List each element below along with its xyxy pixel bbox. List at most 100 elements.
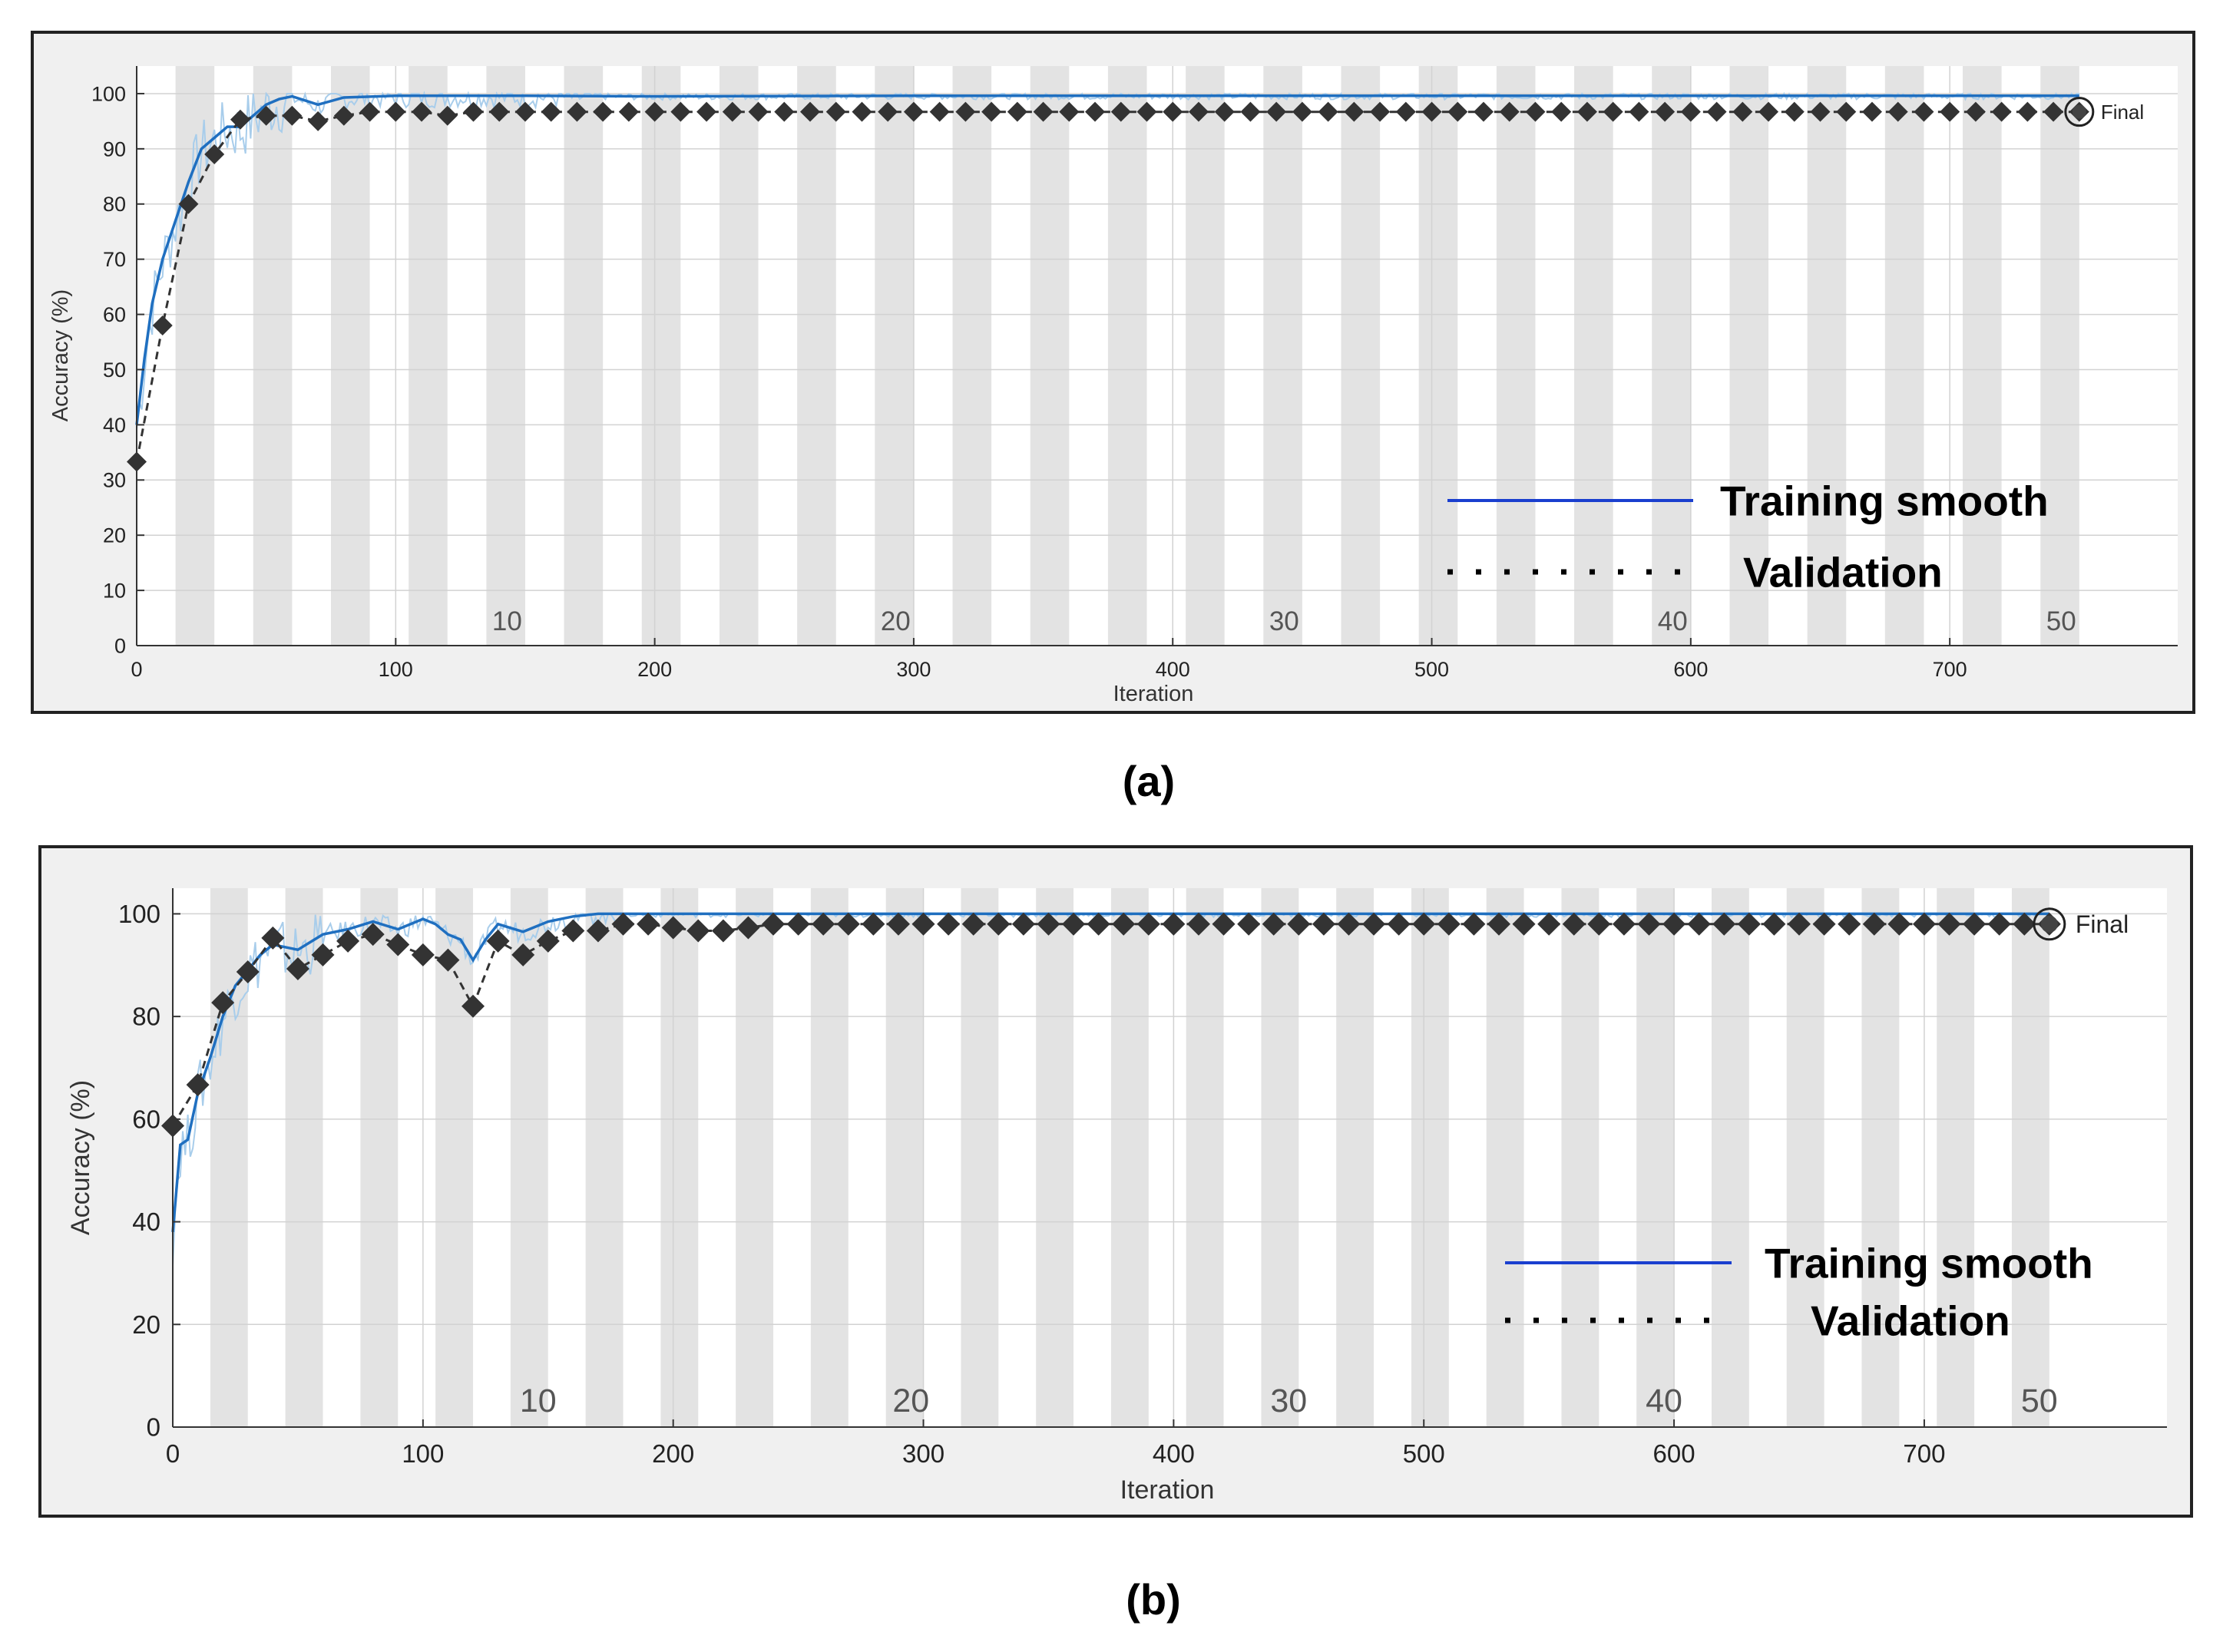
validation-point — [230, 109, 250, 130]
validation-point — [1963, 912, 1987, 936]
epoch-shade-30 — [1261, 888, 1299, 1427]
chart-a-ticks: 0 100 200 300 400 500 600 700 0 10 20 30 40 50 60 70 80 9… — [91, 82, 1967, 681]
validation-point — [152, 315, 173, 335]
validation-point — [1887, 912, 1911, 936]
validation-point — [937, 912, 961, 936]
epoch-shade-12 — [585, 888, 624, 1427]
validation-point — [1136, 912, 1160, 936]
validation-point — [261, 926, 285, 950]
epoch-shade-16 — [736, 888, 774, 1427]
epoch-shade-26 — [1107, 66, 1147, 646]
epoch-shade-48 — [1937, 888, 1975, 1427]
epoch-label: 40 — [1646, 1383, 1682, 1419]
x-tick-label: 500 — [1403, 1439, 1445, 1468]
x-tick-label: 0 — [166, 1439, 180, 1468]
validation-point — [1562, 912, 1586, 936]
validation-point — [1395, 101, 1416, 122]
validation-point — [878, 101, 898, 122]
epoch-shade-40 — [1652, 66, 1691, 646]
validation-point — [711, 919, 735, 943]
y-tick-label: 0 — [114, 634, 126, 657]
epoch-shade-36 — [1486, 888, 1524, 1427]
epoch-shade-32 — [1336, 888, 1375, 1427]
validation-point — [1987, 912, 2011, 936]
validation-point — [386, 933, 410, 957]
validation-point — [1587, 912, 1611, 936]
validation-point — [661, 916, 685, 940]
validation-point — [1059, 101, 1080, 122]
validation-point — [618, 101, 639, 122]
chart-b-ticks: 0 100 200 300 400 500 600 700 0 20 40 60 80 100 — [118, 900, 1946, 1468]
y-tick-label: 70 — [103, 248, 126, 271]
validation-point — [722, 101, 743, 122]
epoch-shade-46 — [1861, 888, 1900, 1427]
validation-point — [1861, 101, 1882, 122]
validation-point — [929, 101, 950, 122]
legend-validation-label: Validation — [1743, 548, 1943, 596]
epoch-shade-38 — [1561, 888, 1599, 1427]
validation-point — [1037, 912, 1060, 936]
validation-point — [361, 923, 385, 947]
epoch-shade-22 — [952, 66, 992, 646]
validation-point — [1447, 101, 1468, 122]
epoch-shade-44 — [1786, 888, 1824, 1427]
validation-point — [567, 101, 587, 122]
epoch-shade-18 — [810, 888, 849, 1427]
y-tick-label: 20 — [103, 524, 126, 547]
validation-point — [1991, 101, 2012, 122]
epoch-label: 10 — [492, 606, 522, 636]
validation-point — [1287, 912, 1311, 936]
validation-point — [1240, 101, 1261, 122]
validation-point — [1912, 912, 1936, 936]
epoch-shade-34 — [1418, 66, 1458, 646]
validation-point — [1603, 101, 1623, 122]
validation-point — [736, 916, 760, 940]
y-tick-label: 60 — [132, 1105, 160, 1133]
epoch-shade-44 — [1807, 66, 1847, 646]
validation-point — [436, 948, 460, 972]
legend-validation-label: Validation — [1811, 1297, 2010, 1344]
validation-point — [1914, 101, 1934, 122]
validation-point — [1162, 912, 1186, 936]
epoch-shade-10 — [486, 66, 525, 646]
validation-point — [961, 912, 985, 936]
validation-point — [514, 101, 535, 122]
validation-point — [1110, 101, 1131, 122]
y-tick-label: 20 — [132, 1310, 160, 1339]
validation-point — [1437, 912, 1461, 936]
validation-point — [1887, 101, 1908, 122]
epoch-label: 20 — [892, 1383, 929, 1419]
chart-a-epoch-labels: 10 20 30 40 50 — [492, 606, 2076, 636]
x-tick-label: 400 — [1156, 658, 1190, 681]
epoch-shade-28 — [1186, 66, 1225, 646]
validation-point — [1087, 912, 1110, 936]
y-tick-label: 50 — [103, 358, 126, 382]
validation-point — [1318, 101, 1338, 122]
epoch-shade-24 — [1030, 66, 1070, 646]
x-tick-label: 600 — [1673, 658, 1708, 681]
final-circle — [2033, 907, 2066, 941]
validation-point — [981, 101, 1002, 122]
epoch-shade-42 — [1711, 888, 1749, 1427]
validation-point — [1186, 912, 1210, 936]
epoch-shade-16 — [719, 66, 759, 646]
y-tick-label: 40 — [103, 414, 126, 437]
validation-point — [1784, 101, 1805, 122]
validation-point — [1085, 101, 1106, 122]
validation-point — [1188, 101, 1209, 122]
validation-point — [178, 193, 199, 214]
epoch-shade-20 — [885, 888, 924, 1427]
y-tick-label: 60 — [103, 303, 126, 326]
validation-point — [2013, 912, 2036, 936]
validation-point — [1421, 101, 1442, 122]
validation-point — [1836, 101, 1857, 122]
validation-point — [1499, 101, 1520, 122]
y-tick-label: 40 — [132, 1208, 160, 1236]
validation-point — [511, 943, 535, 966]
chart-b-axes — [172, 888, 2167, 1428]
validation-point — [286, 957, 309, 980]
y-tick-label: 0 — [147, 1413, 160, 1442]
validation-point — [955, 101, 976, 122]
legend-training-label: Training smooth — [1765, 1239, 2093, 1287]
